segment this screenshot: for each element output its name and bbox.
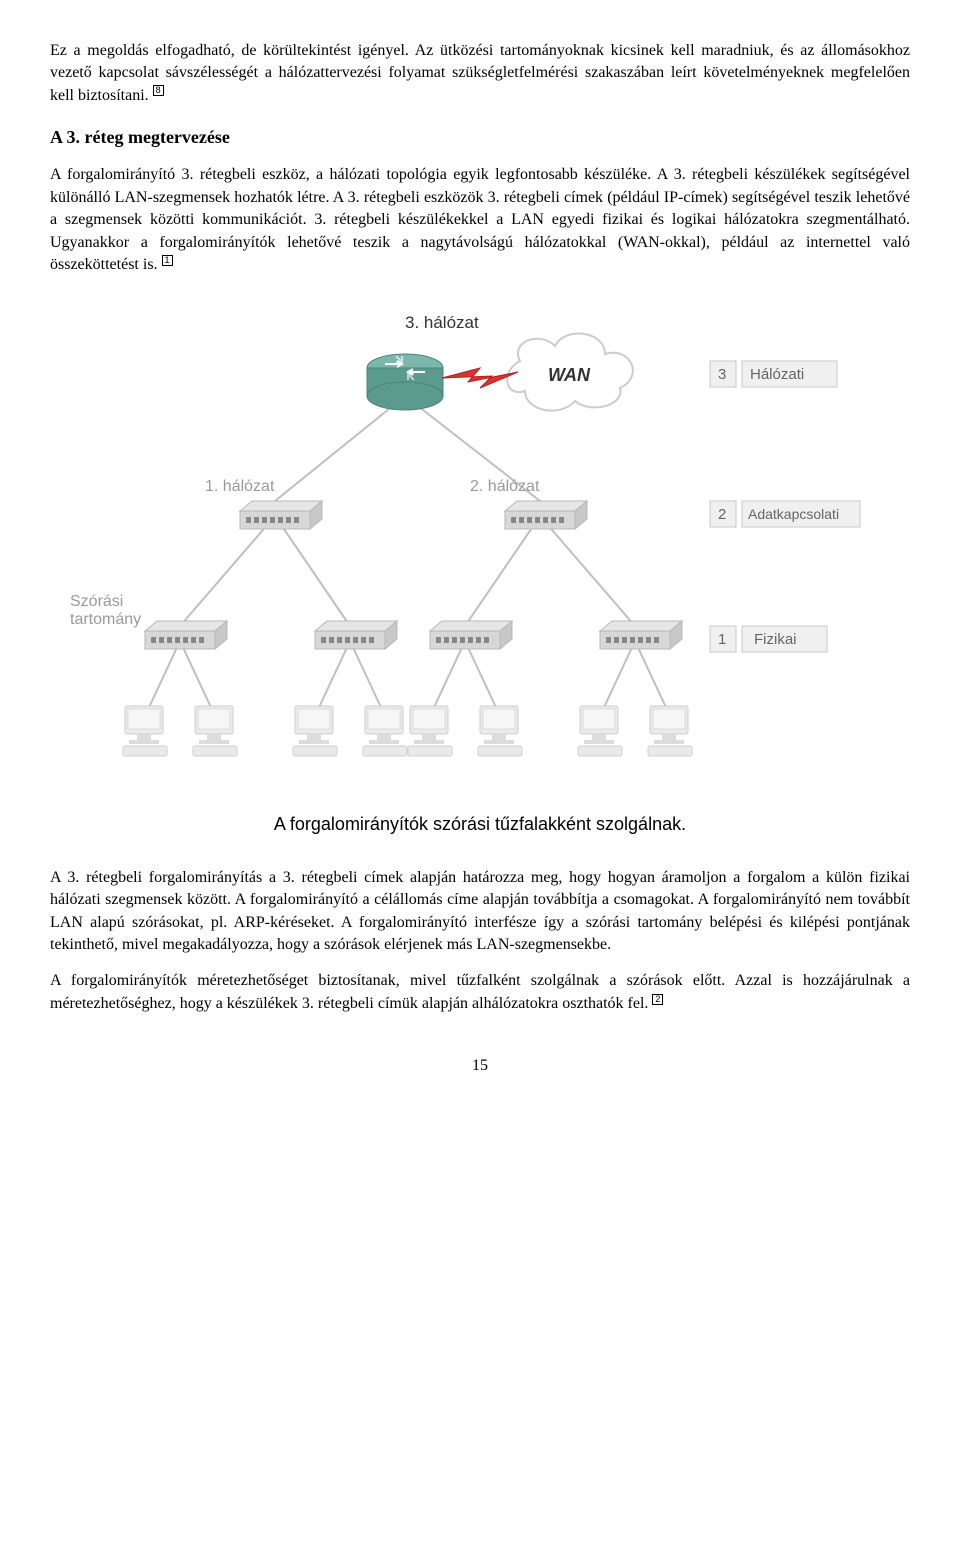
label-network1: 1. hálózat — [205, 478, 275, 495]
network-diagram: 3. hálózat WAN 3 Hálózati 2 — [50, 306, 910, 793]
svg-text:Fizikai: Fizikai — [754, 631, 797, 648]
para4-text: A forgalomirányítók méretezhetőséget biz… — [50, 972, 910, 1011]
layer1-box: 1 Fizikai — [710, 626, 827, 652]
para2-text: A forgalomirányító 3. rétegbeli eszköz, … — [50, 166, 910, 273]
svg-text:Hálózati: Hálózati — [750, 366, 804, 383]
diagram-caption: A forgalomirányítók szórási tűzfalakként… — [50, 812, 910, 837]
paragraph-1: Ez a megoldás elfogadható, de körültekin… — [50, 40, 910, 107]
label-network3: 3. hálózat — [405, 313, 479, 332]
router-icon — [367, 354, 443, 410]
page-number: 15 — [50, 1055, 910, 1077]
svg-text:2: 2 — [718, 506, 726, 523]
svg-text:3: 3 — [718, 366, 726, 383]
svg-text:Adatkapcsolati: Adatkapcsolati — [748, 506, 839, 522]
wan-label: WAN — [548, 365, 591, 385]
para1-text: Ez a megoldás elfogadható, de körültekin… — [50, 42, 910, 104]
layer2-box: 2 Adatkapcsolati — [710, 501, 860, 527]
paragraph-4: A forgalomirányítók méretezhetőséget biz… — [50, 970, 910, 1015]
footnote-ref-1: 1 — [162, 255, 173, 266]
footnote-ref-2: 2 — [652, 994, 663, 1005]
paragraph-2: A forgalomirányító 3. rétegbeli eszköz, … — [50, 164, 910, 276]
heading-layer3-design: A 3. réteg megtervezése — [50, 125, 910, 150]
svg-text:1: 1 — [718, 631, 726, 648]
layer3-box: 3 Hálózati — [710, 361, 837, 387]
label-network2: 2. hálózat — [470, 478, 540, 495]
footnote-ref-8: 8 — [153, 85, 164, 96]
paragraph-3: A 3. rétegbeli forgalomirányítás a 3. ré… — [50, 867, 910, 957]
